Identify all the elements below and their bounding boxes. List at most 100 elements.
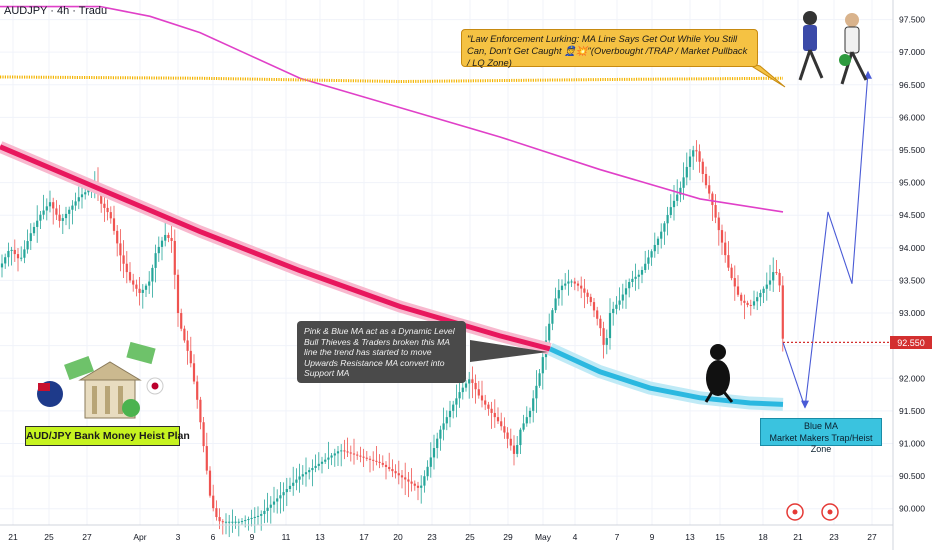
candle bbox=[413, 480, 416, 491]
candle bbox=[474, 374, 477, 404]
candle bbox=[148, 271, 151, 294]
moving-averages bbox=[0, 5, 872, 411]
candle bbox=[349, 445, 352, 462]
candle bbox=[698, 144, 701, 173]
candle bbox=[679, 181, 682, 203]
y-tick-label: 93.000 bbox=[899, 308, 925, 318]
candle bbox=[186, 330, 189, 365]
candle bbox=[16, 248, 20, 272]
law-enforcement-callout: "Law Enforcement Lurking: MA Line Says G… bbox=[461, 29, 758, 68]
candle bbox=[58, 204, 61, 228]
y-tick-label: 95.500 bbox=[899, 145, 925, 155]
candle bbox=[596, 306, 599, 326]
candle bbox=[477, 380, 480, 399]
candle bbox=[269, 496, 272, 524]
callout-pointer bbox=[470, 340, 548, 362]
candle bbox=[272, 486, 276, 513]
candle bbox=[400, 470, 404, 489]
candle bbox=[455, 384, 458, 418]
x-tick-label: Apr bbox=[133, 532, 146, 542]
candle bbox=[23, 240, 26, 264]
candle bbox=[621, 283, 624, 309]
candle bbox=[266, 492, 269, 523]
candle bbox=[224, 513, 228, 535]
candle bbox=[375, 445, 378, 466]
candle bbox=[480, 380, 484, 408]
candle bbox=[183, 325, 186, 343]
candle bbox=[279, 482, 282, 514]
candle bbox=[695, 140, 698, 162]
candle bbox=[13, 239, 16, 262]
candle bbox=[189, 336, 192, 368]
candle bbox=[74, 192, 77, 211]
x-tick-labels: 21 25 27 Apr 3 6 9 11 13 17 20 23 25 29 May 4 7 9 13 15 18 21… bbox=[8, 532, 877, 542]
blue-ma-subtitle: Market Makers Trap/Heist Zone bbox=[769, 432, 873, 455]
candle bbox=[573, 277, 576, 291]
y-tick-label: 96.500 bbox=[899, 80, 925, 90]
y-tick-label: 90.000 bbox=[899, 504, 925, 514]
candle bbox=[490, 401, 493, 429]
x-tick-label: 27 bbox=[867, 532, 877, 542]
candle bbox=[749, 299, 752, 316]
candle bbox=[52, 197, 55, 225]
x-tick-label: 9 bbox=[250, 532, 255, 542]
candle bbox=[426, 460, 429, 481]
candle bbox=[340, 444, 343, 467]
projection-path bbox=[782, 71, 869, 408]
x-tick-label: 9 bbox=[650, 532, 655, 542]
candle bbox=[634, 263, 637, 291]
candle bbox=[394, 464, 397, 479]
candle bbox=[372, 451, 375, 471]
candle bbox=[416, 481, 420, 501]
projection-arrowhead bbox=[801, 400, 809, 409]
candle bbox=[448, 400, 452, 428]
candle bbox=[314, 454, 317, 473]
candle bbox=[484, 394, 487, 411]
candle bbox=[685, 152, 688, 186]
candle bbox=[116, 225, 119, 257]
candle bbox=[122, 240, 125, 279]
candle bbox=[103, 195, 106, 222]
candle bbox=[231, 509, 234, 533]
candle bbox=[42, 194, 45, 220]
candle bbox=[7, 242, 10, 267]
candle bbox=[138, 276, 141, 306]
candle bbox=[250, 509, 253, 527]
x-tick-label: 23 bbox=[829, 532, 839, 542]
x-tick-label: 4 bbox=[573, 532, 578, 542]
candle bbox=[532, 390, 535, 423]
candle bbox=[180, 308, 183, 332]
candle bbox=[333, 448, 336, 467]
x-tick-label: 3 bbox=[176, 532, 181, 542]
candle bbox=[727, 241, 730, 271]
blue-ma-title: Blue MA bbox=[803, 421, 838, 431]
candle bbox=[125, 251, 128, 284]
gold-ma-line bbox=[0, 75, 784, 84]
candle bbox=[580, 276, 583, 299]
x-tick-label: 11 bbox=[282, 532, 291, 542]
candle bbox=[711, 191, 714, 222]
candle bbox=[631, 270, 634, 288]
candle bbox=[61, 213, 64, 235]
candle bbox=[525, 406, 528, 427]
candle bbox=[519, 427, 522, 454]
candle bbox=[551, 307, 554, 331]
candle bbox=[397, 460, 400, 485]
candle bbox=[487, 401, 490, 416]
candle bbox=[586, 289, 589, 304]
y-tick-label: 91.500 bbox=[899, 406, 925, 416]
candle bbox=[762, 286, 765, 304]
candle bbox=[311, 459, 314, 487]
ma-support-callout: Pink & Blue MA act as a Dynamic Level Bu… bbox=[297, 321, 466, 383]
candle bbox=[714, 194, 717, 224]
candle bbox=[560, 279, 564, 306]
candle bbox=[432, 434, 436, 470]
current-price-label: 92.550 bbox=[897, 338, 925, 348]
y-tick-label: 95.000 bbox=[899, 178, 925, 188]
candle bbox=[199, 396, 202, 430]
candle bbox=[656, 236, 660, 255]
candles bbox=[0, 140, 784, 538]
y-tick-label: 93.500 bbox=[899, 275, 925, 285]
candle bbox=[781, 276, 784, 352]
